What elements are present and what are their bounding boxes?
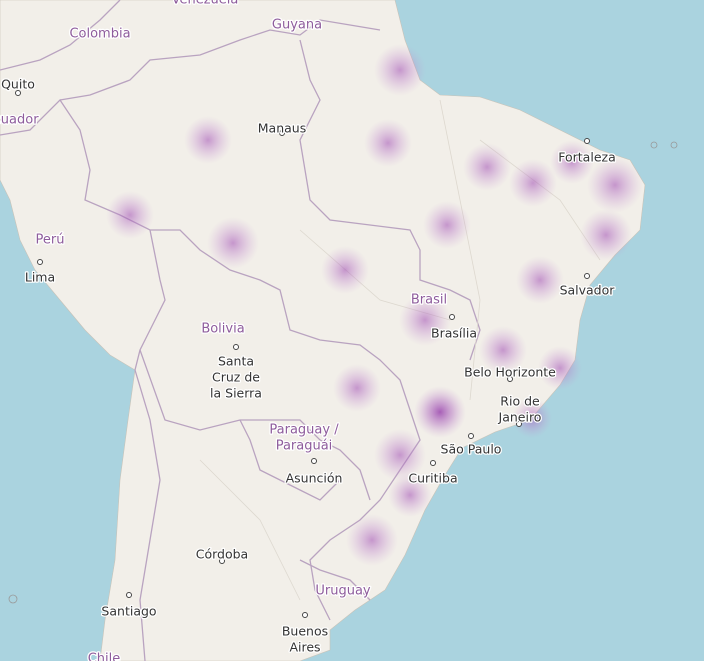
heat-spot (479, 326, 527, 374)
country-label: Bolivia (201, 322, 244, 337)
country-label: Brasil (411, 293, 447, 308)
city-marker (233, 344, 239, 350)
heat-spot (516, 256, 564, 304)
country-label: Colombia (69, 27, 130, 42)
country-label: Chile (88, 652, 121, 661)
city-marker (302, 612, 308, 618)
heat-spot (388, 473, 432, 517)
city-label: Brasília (431, 326, 477, 341)
city-label: Buenos (282, 624, 328, 639)
heat-spot (580, 209, 632, 261)
city-label: la Sierra (210, 386, 262, 401)
city-marker (584, 138, 590, 144)
city-label: São Paulo (441, 442, 502, 457)
country-label: Uruguay (315, 584, 371, 599)
borders (0, 0, 601, 661)
city-label: Quito (1, 77, 35, 92)
city-marker (449, 314, 455, 320)
country-label: Paraguay / (269, 423, 339, 438)
city-marker (507, 376, 513, 382)
heat-spot (346, 514, 398, 566)
city-marker (516, 421, 522, 427)
heat-spot (538, 346, 582, 390)
city-label: Curitiba (408, 471, 457, 486)
heat-spot (423, 201, 471, 249)
city-marker (126, 592, 132, 598)
heat-spot (509, 159, 557, 207)
city-label: Belo Horizonte (464, 365, 556, 380)
heat-spot (364, 119, 412, 167)
islands (8, 141, 678, 604)
city-marker (219, 558, 225, 564)
heat-spot (550, 140, 594, 184)
city-label: Cruz de (212, 370, 260, 385)
city-label: Rio de (500, 394, 540, 409)
heat-spot (374, 44, 426, 96)
heat-spot (333, 364, 381, 412)
country-label: Ecuador (0, 113, 39, 128)
city-label: Santiago (101, 604, 156, 619)
city-label: Janeiro (498, 410, 542, 425)
labels: Venezuela Guyana Colombia Ecuador Perú Brasil… (0, 0, 617, 661)
heat-spot (512, 398, 552, 438)
heat-spot (207, 217, 259, 269)
city-label: Aires (289, 640, 320, 655)
city-label: Manaus (258, 121, 306, 136)
city-label: Lima (25, 270, 55, 285)
city-label: Córdoba (196, 547, 248, 562)
country-label: Venezuela (172, 0, 239, 8)
city-marker (279, 130, 285, 136)
country-label: Paraguái (276, 439, 333, 454)
city-marker (584, 273, 590, 279)
heatmap (106, 44, 643, 566)
heat-spot (321, 246, 369, 294)
country-label: Guyana (272, 18, 322, 33)
heat-spot (587, 157, 643, 213)
heat-spot (399, 294, 451, 346)
city-label: Fortaleza (558, 150, 615, 165)
heat-spot (463, 143, 511, 191)
city-label: Santa (218, 354, 254, 369)
heat-spot (106, 191, 154, 239)
city-marker (15, 90, 21, 96)
city-label: Salvador (560, 283, 616, 298)
heat-spot (184, 116, 232, 164)
city-marker (430, 460, 436, 466)
city-label: Asunción (286, 471, 343, 486)
city-marker (311, 458, 317, 464)
city-marker (468, 433, 474, 439)
heat-spot (374, 429, 426, 481)
heat-spot (414, 386, 466, 438)
country-label: Perú (36, 233, 65, 248)
city-marker (37, 259, 43, 265)
